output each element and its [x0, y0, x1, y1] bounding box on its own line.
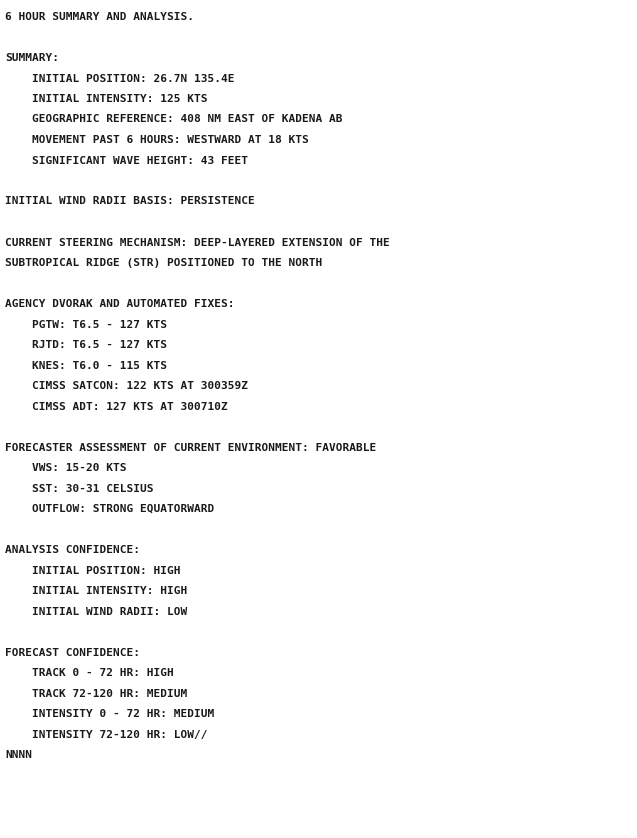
- Text: ANALYSIS CONFIDENCE:: ANALYSIS CONFIDENCE:: [5, 545, 140, 555]
- Text: SUBTROPICAL RIDGE (STR) POSITIONED TO THE NORTH: SUBTROPICAL RIDGE (STR) POSITIONED TO TH…: [5, 258, 322, 268]
- Text: CIMSS ADT: 127 KTS AT 300710Z: CIMSS ADT: 127 KTS AT 300710Z: [5, 401, 228, 411]
- Text: TRACK 72-120 HR: MEDIUM: TRACK 72-120 HR: MEDIUM: [5, 689, 187, 699]
- Text: SUMMARY:: SUMMARY:: [5, 53, 59, 63]
- Text: GEOGRAPHIC REFERENCE: 408 NM EAST OF KADENA AB: GEOGRAPHIC REFERENCE: 408 NM EAST OF KAD…: [5, 115, 343, 125]
- Text: RJTD: T6.5 - 127 KTS: RJTD: T6.5 - 127 KTS: [5, 340, 167, 350]
- Text: INITIAL WIND RADII BASIS: PERSISTENCE: INITIAL WIND RADII BASIS: PERSISTENCE: [5, 196, 255, 206]
- Text: CIMSS SATCON: 122 KTS AT 300359Z: CIMSS SATCON: 122 KTS AT 300359Z: [5, 381, 248, 391]
- Text: VWS: 15-20 KTS: VWS: 15-20 KTS: [5, 463, 127, 473]
- Text: INTENSITY 0 - 72 HR: MEDIUM: INTENSITY 0 - 72 HR: MEDIUM: [5, 709, 214, 719]
- Text: INITIAL INTENSITY: HIGH: INITIAL INTENSITY: HIGH: [5, 586, 187, 596]
- Text: SIGNIFICANT WAVE HEIGHT: 43 FEET: SIGNIFICANT WAVE HEIGHT: 43 FEET: [5, 156, 248, 165]
- Text: MOVEMENT PAST 6 HOURS: WESTWARD AT 18 KTS: MOVEMENT PAST 6 HOURS: WESTWARD AT 18 KT…: [5, 135, 309, 145]
- Text: INITIAL POSITION: 26.7N 135.4E: INITIAL POSITION: 26.7N 135.4E: [5, 74, 234, 84]
- Text: INITIAL WIND RADII: LOW: INITIAL WIND RADII: LOW: [5, 607, 187, 617]
- Text: INITIAL INTENSITY: 125 KTS: INITIAL INTENSITY: 125 KTS: [5, 94, 208, 104]
- Text: OUTFLOW: STRONG EQUATORWARD: OUTFLOW: STRONG EQUATORWARD: [5, 504, 214, 514]
- Text: FORECAST CONFIDENCE:: FORECAST CONFIDENCE:: [5, 648, 140, 658]
- Text: PGTW: T6.5 - 127 KTS: PGTW: T6.5 - 127 KTS: [5, 319, 167, 329]
- Text: INITIAL POSITION: HIGH: INITIAL POSITION: HIGH: [5, 566, 180, 576]
- Text: CURRENT STEERING MECHANISM: DEEP-LAYERED EXTENSION OF THE: CURRENT STEERING MECHANISM: DEEP-LAYERED…: [5, 237, 390, 247]
- Text: AGENCY DVORAK AND AUTOMATED FIXES:: AGENCY DVORAK AND AUTOMATED FIXES:: [5, 299, 234, 309]
- Text: KNES: T6.0 - 115 KTS: KNES: T6.0 - 115 KTS: [5, 360, 167, 370]
- Text: SST: 30-31 CELSIUS: SST: 30-31 CELSIUS: [5, 484, 154, 494]
- Text: 6 HOUR SUMMARY AND ANALYSIS.: 6 HOUR SUMMARY AND ANALYSIS.: [5, 12, 194, 22]
- Text: NNNN: NNNN: [5, 750, 32, 760]
- Text: INTENSITY 72-120 HR: LOW//: INTENSITY 72-120 HR: LOW//: [5, 730, 208, 739]
- Text: TRACK 0 - 72 HR: HIGH: TRACK 0 - 72 HR: HIGH: [5, 668, 174, 678]
- Text: FORECASTER ASSESSMENT OF CURRENT ENVIRONMENT: FAVORABLE: FORECASTER ASSESSMENT OF CURRENT ENVIRON…: [5, 442, 376, 453]
